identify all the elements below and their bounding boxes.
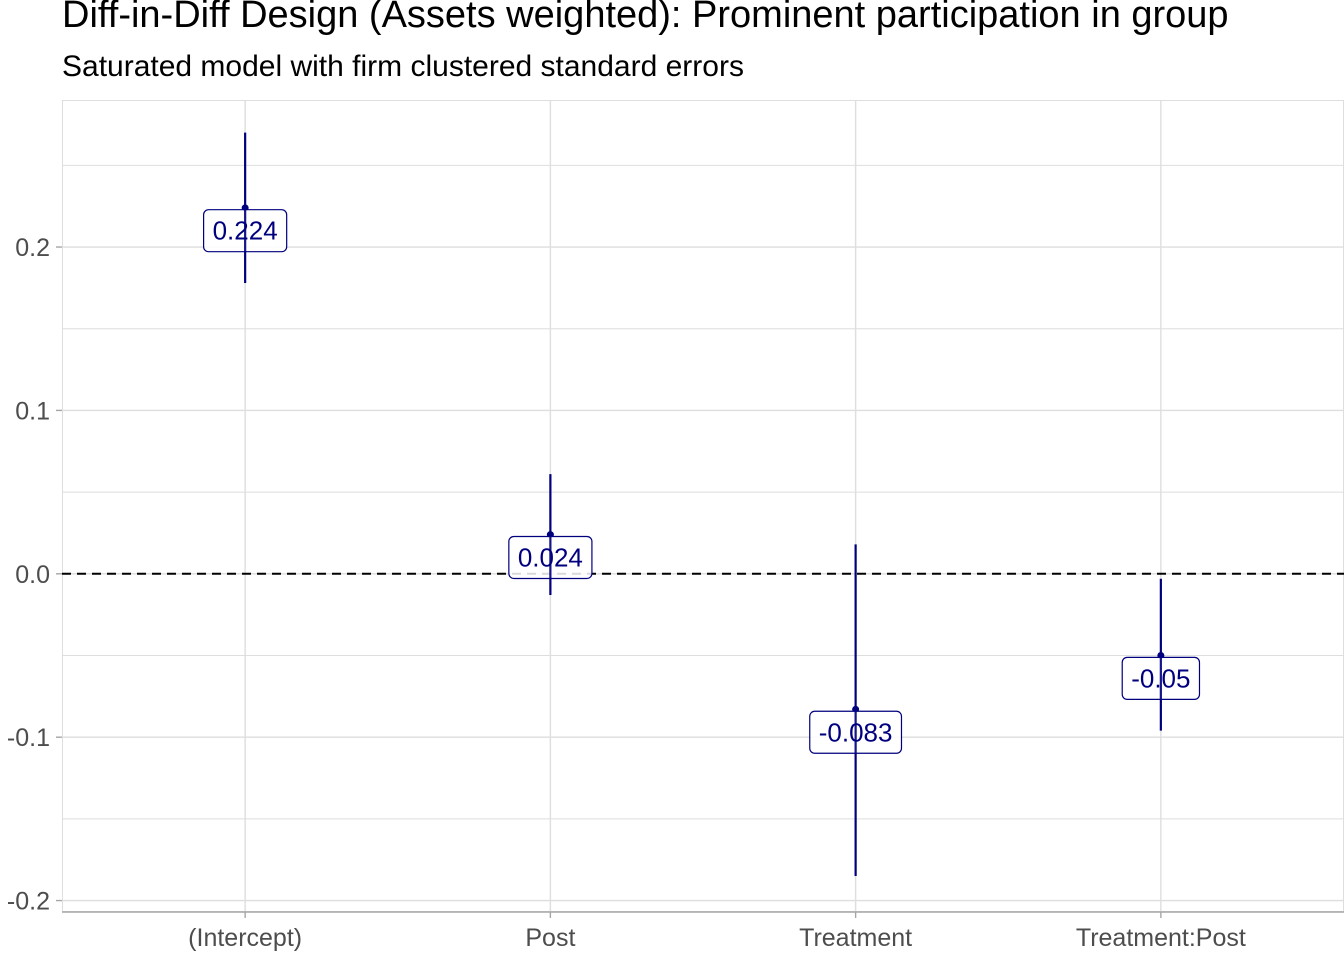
y-tick-label: -0.1 [7,724,50,752]
data-label: -0.05 [1131,663,1190,693]
data-label: 0.224 [213,216,278,246]
chart-title: Diff-in-Diff Design (Assets weighted): P… [62,0,1229,36]
data-label: 0.024 [518,542,583,572]
x-axis: (Intercept) Post Treatment Treatment:Post [188,912,1246,952]
x-tick-label: Treatment [799,924,912,952]
minor-gridlines [62,164,1344,820]
y-tick-label: 0.1 [15,397,50,425]
x-tick-label: (Intercept) [188,924,302,952]
chart-subtitle: Saturated model with firm clustered stan… [62,50,744,83]
y-tick-label: -0.2 [7,888,50,916]
y-axis: -0.2 -0.1 0.0 0.1 0.2 [7,234,62,916]
data-label: -0.083 [819,717,893,747]
y-tick-label: 0.2 [15,234,50,262]
x-tick-label: Post [525,924,575,952]
x-tick-label: Treatment:Post [1076,924,1246,952]
y-tick-label: 0.0 [15,561,50,589]
coefficient-marks: 0.224 0.024 -0.083 -0.05 [203,132,1201,877]
